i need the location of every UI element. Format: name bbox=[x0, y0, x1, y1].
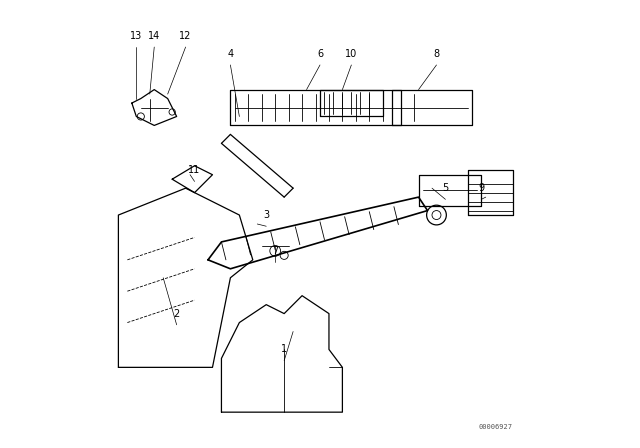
Text: 8: 8 bbox=[433, 49, 440, 59]
Text: 10: 10 bbox=[345, 49, 358, 59]
Text: 11: 11 bbox=[188, 165, 201, 175]
Text: 1: 1 bbox=[281, 345, 287, 354]
Text: 14: 14 bbox=[148, 31, 161, 41]
Text: 2: 2 bbox=[173, 309, 180, 319]
Text: 9: 9 bbox=[478, 183, 484, 193]
Text: 7: 7 bbox=[272, 246, 278, 256]
Text: 4: 4 bbox=[227, 49, 234, 59]
Text: 3: 3 bbox=[263, 210, 269, 220]
Text: 5: 5 bbox=[442, 183, 449, 193]
Text: 00006927: 00006927 bbox=[479, 424, 513, 430]
Text: 12: 12 bbox=[179, 31, 192, 41]
Text: 6: 6 bbox=[317, 49, 323, 59]
Text: 13: 13 bbox=[130, 31, 143, 41]
